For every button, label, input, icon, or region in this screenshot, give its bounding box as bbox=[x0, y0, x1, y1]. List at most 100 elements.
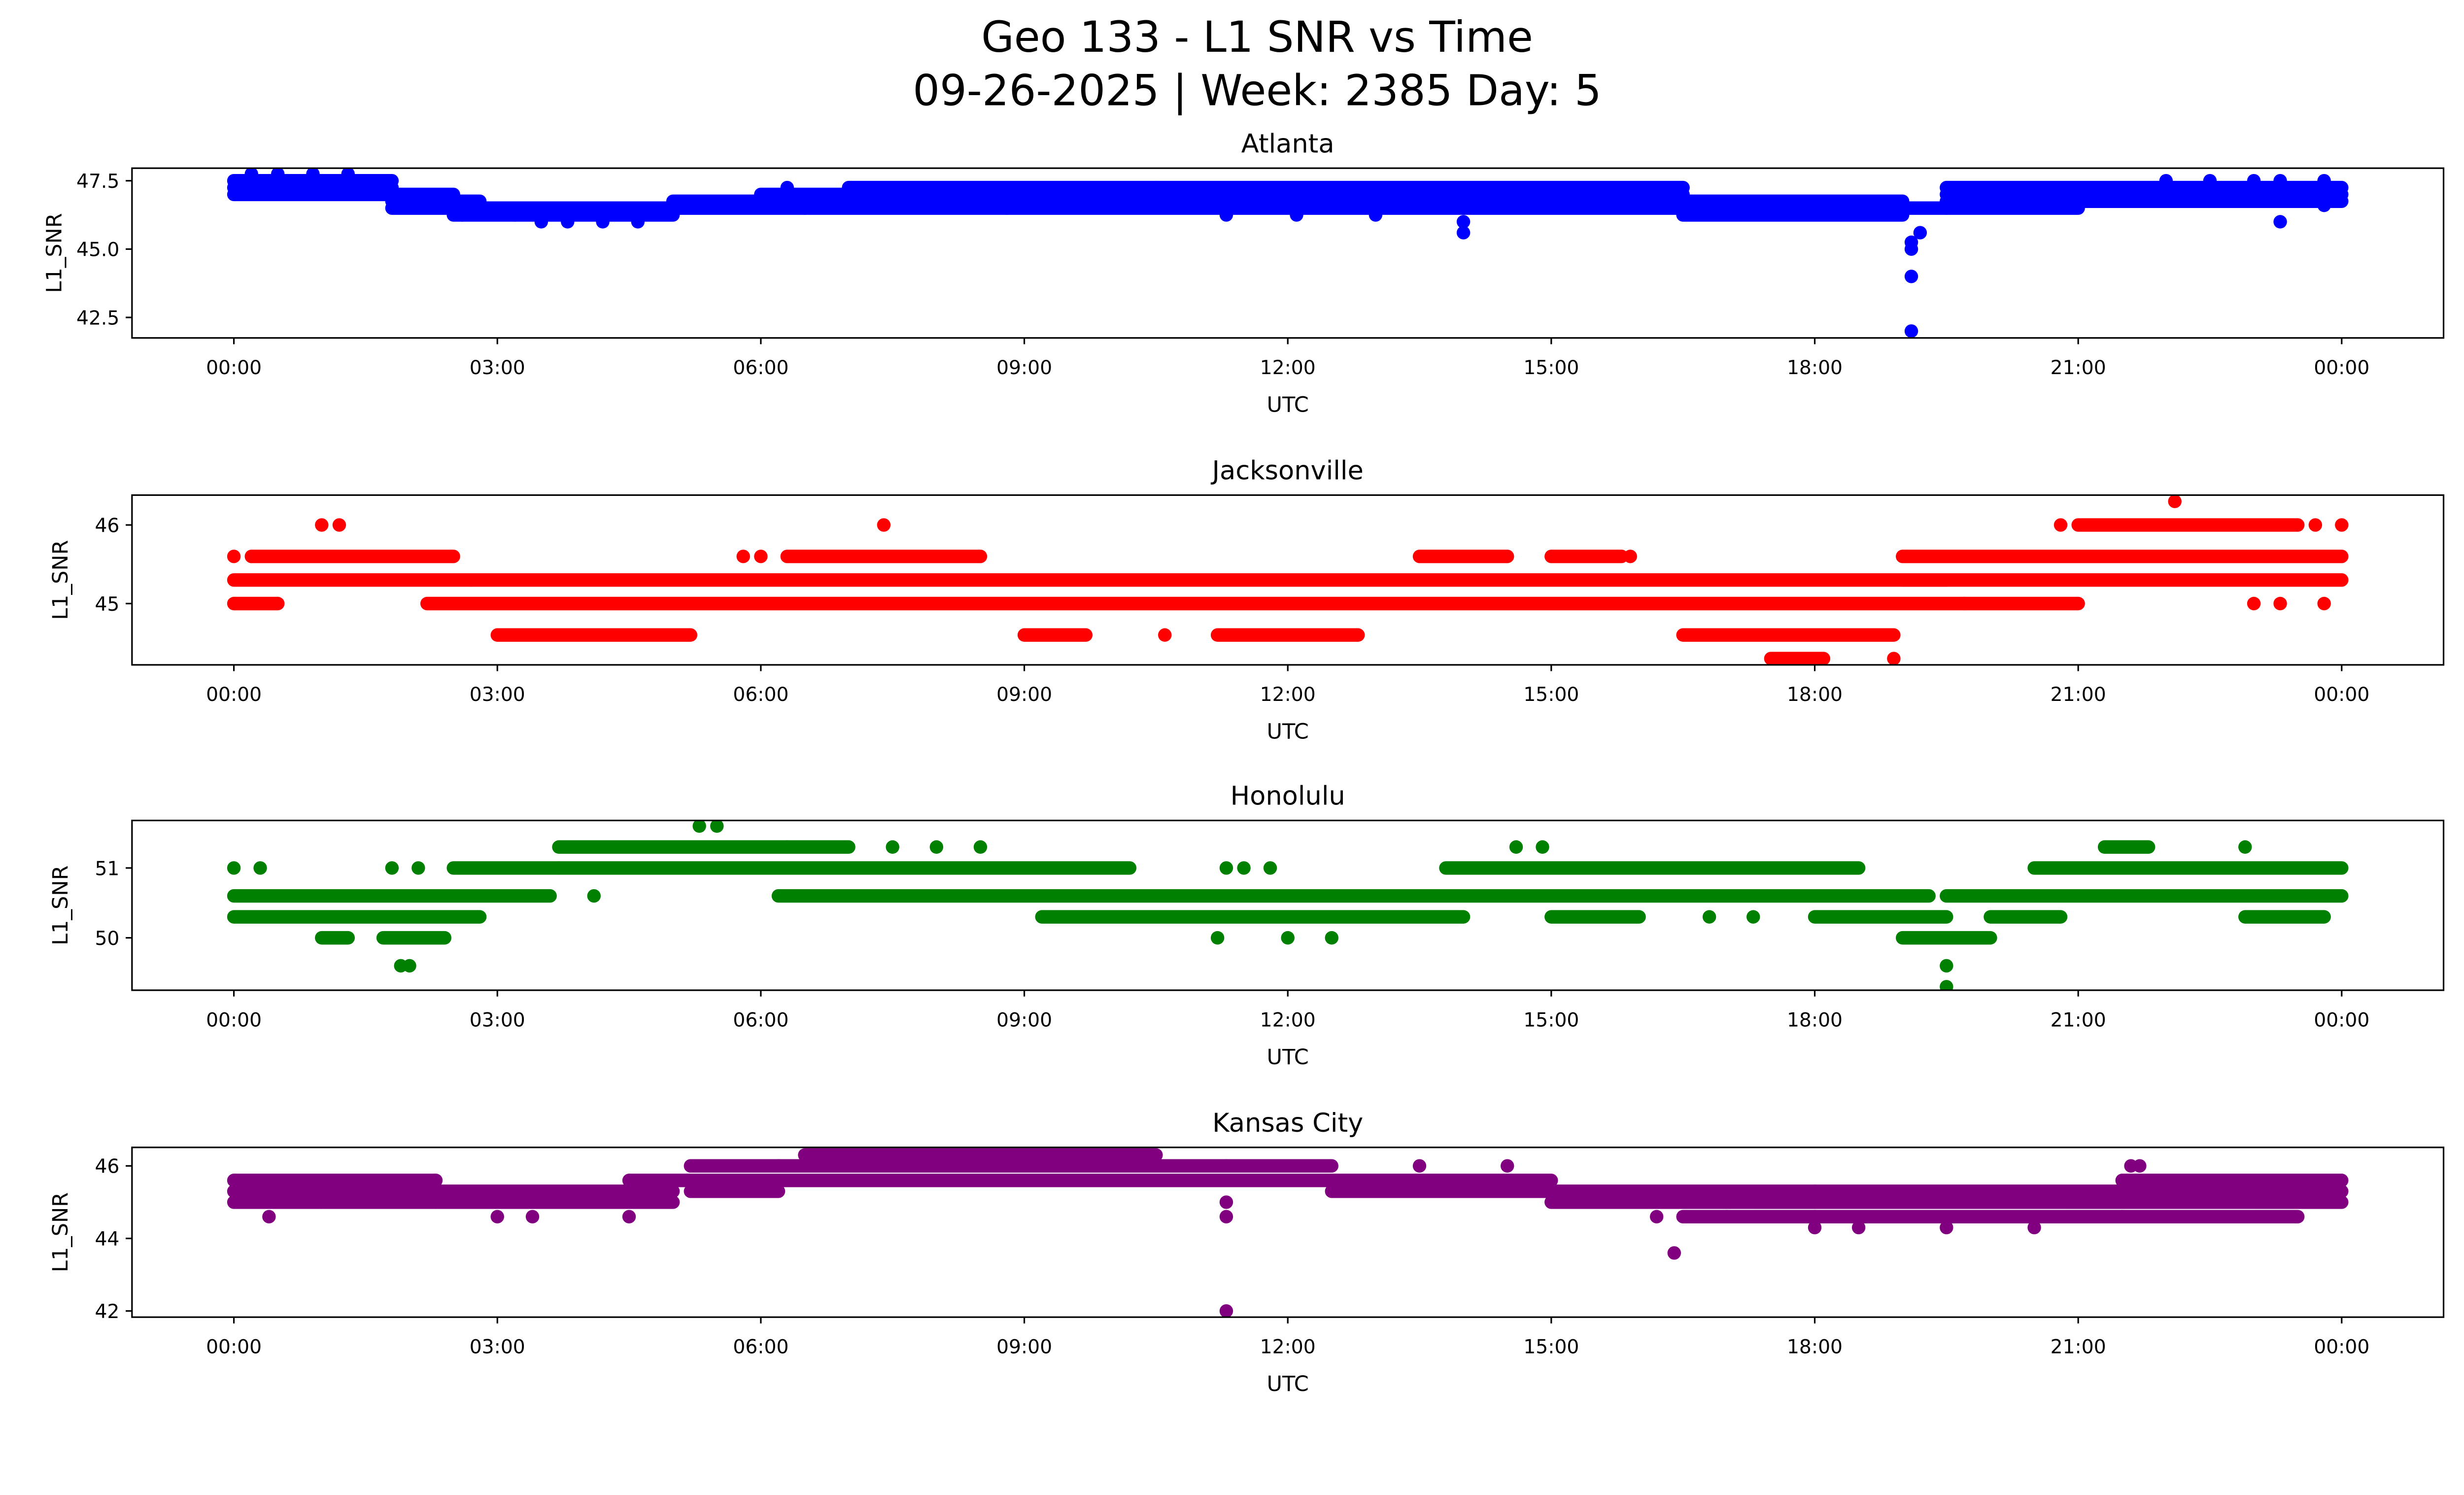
data-point-9 bbox=[780, 180, 794, 195]
data-point-0 bbox=[244, 168, 258, 181]
x-tick-label: 00:00 bbox=[206, 1009, 262, 1031]
x-tick-label: 00:00 bbox=[2314, 684, 2369, 706]
data-point-11 bbox=[1667, 1246, 1681, 1260]
y-tick-label: 42 bbox=[95, 1301, 119, 1323]
data-point-15 bbox=[1263, 861, 1277, 875]
data-point-20 bbox=[1913, 226, 1927, 240]
data-point-15 bbox=[1456, 215, 1471, 229]
data-point-6 bbox=[1158, 628, 1172, 642]
data-point-1 bbox=[315, 1195, 329, 1209]
y-tick-label: 45 bbox=[95, 593, 119, 616]
data-point-8 bbox=[1412, 1159, 1427, 1173]
figure-title-line2: 09-26-2025 | Week: 2385 Day: 5 bbox=[913, 67, 1601, 116]
snr-figure: Geo 133 - L1 SNR vs Time 09-26-2025 | We… bbox=[42, 13, 2445, 1397]
data-point-2 bbox=[385, 861, 399, 875]
data-point-24 bbox=[2273, 174, 2287, 188]
data-point-0 bbox=[262, 1210, 276, 1224]
x-tick-label: 09:00 bbox=[996, 1336, 1052, 1358]
data-point-3 bbox=[411, 861, 425, 875]
data-point-12 bbox=[1210, 931, 1225, 945]
y-axis-label: L1_SNR bbox=[48, 540, 73, 620]
data-point-18 bbox=[1904, 270, 1918, 283]
data-point-25 bbox=[2273, 215, 2287, 229]
y-tick-label: 50 bbox=[95, 928, 119, 950]
x-tick-label: 15:00 bbox=[1523, 357, 1579, 379]
x-axis-label: UTC bbox=[1267, 1372, 1309, 1396]
data-point-12 bbox=[1720, 1210, 1734, 1224]
data-point-10 bbox=[929, 840, 944, 854]
data-point-21 bbox=[1746, 910, 1760, 924]
data-point-16 bbox=[1281, 931, 1295, 945]
data-point-8 bbox=[455, 208, 469, 222]
data-point-9 bbox=[886, 840, 899, 854]
data-point-10 bbox=[1649, 1210, 1664, 1224]
data-point-2 bbox=[332, 518, 346, 532]
x-tick-label: 09:00 bbox=[996, 684, 1052, 706]
y-tick-label: 45.0 bbox=[76, 239, 119, 261]
data-point-14 bbox=[1851, 1220, 1866, 1235]
data-point-7 bbox=[1623, 550, 1637, 563]
x-tick-label: 12:00 bbox=[1260, 1009, 1316, 1031]
x-tick-label: 06:00 bbox=[733, 684, 788, 706]
data-point-26 bbox=[2317, 174, 2331, 188]
data-point-6 bbox=[596, 215, 610, 229]
y-tick-label: 46 bbox=[95, 515, 119, 537]
x-tick-label: 06:00 bbox=[733, 1009, 788, 1031]
x-tick-label: 06:00 bbox=[733, 357, 788, 379]
x-tick-label: 12:00 bbox=[1260, 684, 1316, 706]
data-point-2 bbox=[306, 168, 320, 181]
data-point-27 bbox=[2317, 198, 2331, 212]
data-point-4 bbox=[534, 215, 548, 229]
data-point-17 bbox=[1325, 931, 1339, 945]
data-point-6 bbox=[1219, 1210, 1233, 1224]
x-tick-label: 15:00 bbox=[1523, 684, 1579, 706]
panels-group: Atlanta 00:00 03:00 06:00 09:00 12:00 15:00 18:… bbox=[42, 129, 2445, 1396]
data-point-18 bbox=[1509, 840, 1523, 854]
x-tick-label: 18:00 bbox=[1787, 684, 1843, 706]
x-tick-label: 00:00 bbox=[206, 357, 262, 379]
data-point-4 bbox=[622, 1210, 636, 1224]
y-tick-label: 51 bbox=[95, 858, 119, 880]
data-point-12 bbox=[1290, 208, 1303, 222]
panel-kansas-city: Kansas City 00:00 03:00 06:00 09:00 12:00 15:0… bbox=[48, 1108, 2445, 1396]
y-tick-label: 47.5 bbox=[76, 171, 119, 193]
data-point-8 bbox=[1887, 652, 1901, 665]
data-point-19 bbox=[1536, 840, 1549, 854]
x-tick-label: 00:00 bbox=[2314, 1009, 2369, 1031]
x-tick-label: 15:00 bbox=[1523, 1009, 1579, 1031]
x-tick-label: 21:00 bbox=[2051, 357, 2106, 379]
panel-jacksonville: Jacksonville 00:00 03:00 06:00 09:00 12:00 15:… bbox=[48, 456, 2445, 744]
data-point-10 bbox=[2168, 495, 2182, 508]
x-tick-label: 18:00 bbox=[1787, 357, 1843, 379]
data-point-13 bbox=[1369, 208, 1383, 222]
data-point-19 bbox=[1904, 324, 1918, 338]
data-point-22 bbox=[1940, 959, 1953, 973]
data-point-11 bbox=[1219, 208, 1233, 222]
x-axis-label: UTC bbox=[1267, 392, 1309, 417]
data-point-12 bbox=[2335, 518, 2349, 532]
x-tick-label: 09:00 bbox=[996, 357, 1052, 379]
x-tick-label: 03:00 bbox=[470, 357, 525, 379]
data-point-4 bbox=[754, 550, 768, 563]
x-tick-label: 00:00 bbox=[206, 1336, 262, 1358]
data-point-14 bbox=[1456, 226, 1471, 240]
panel-honolulu: Honolulu 00:00 03:00 06:00 09:00 12:00 15:00 18… bbox=[48, 781, 2445, 1070]
y-axis-label: L1_SNR bbox=[48, 866, 73, 945]
data-point-22 bbox=[2203, 174, 2217, 188]
x-axis-label: UTC bbox=[1267, 1045, 1309, 1070]
x-tick-label: 03:00 bbox=[470, 1336, 525, 1358]
y-tick-label: 46 bbox=[95, 1156, 119, 1178]
data-point-9 bbox=[2053, 518, 2068, 532]
figure-title-line1: Geo 133 - L1 SNR vs Time bbox=[981, 13, 1533, 62]
data-point-15 bbox=[1940, 1220, 1953, 1235]
x-tick-label: 03:00 bbox=[470, 684, 525, 706]
x-tick-label: 06:00 bbox=[733, 1336, 788, 1358]
x-tick-label: 12:00 bbox=[1260, 357, 1316, 379]
data-point-11 bbox=[2308, 518, 2323, 532]
data-point-8 bbox=[710, 820, 724, 833]
y-tick-label: 44 bbox=[95, 1228, 119, 1251]
x-tick-label: 03:00 bbox=[470, 1009, 525, 1031]
data-point-13 bbox=[2247, 596, 2261, 611]
y-axis-label: L1_SNR bbox=[48, 1192, 73, 1272]
x-tick-label: 00:00 bbox=[206, 684, 262, 706]
